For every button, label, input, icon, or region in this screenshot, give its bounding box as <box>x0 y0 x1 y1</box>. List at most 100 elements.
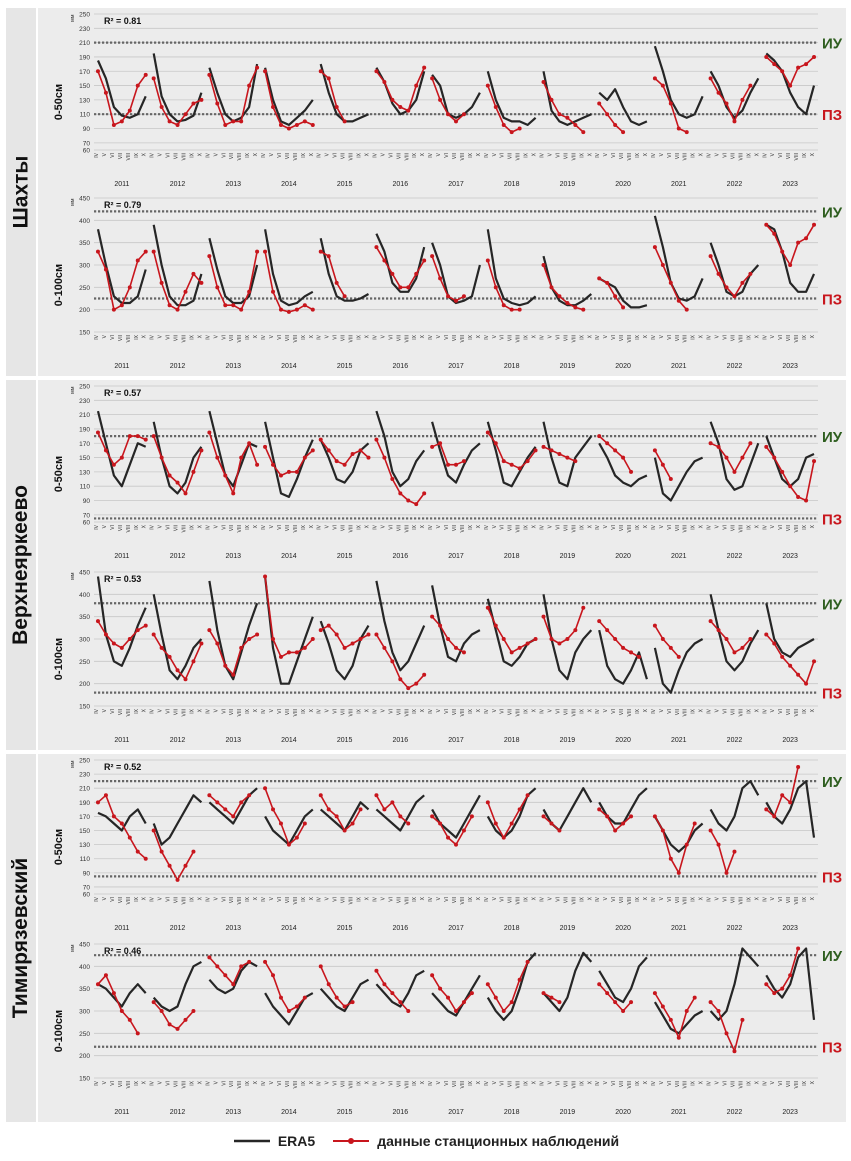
year-tick-label: 2015 <box>337 925 353 932</box>
month-tick-label: V <box>213 334 219 338</box>
month-tick-label: V <box>102 524 108 528</box>
month-tick-label: VIII <box>404 153 410 161</box>
obs-series-line <box>542 81 584 133</box>
month-tick-label: VIII <box>627 153 633 161</box>
month-tick-label: VIII <box>126 153 132 161</box>
month-tick-label: VI <box>221 1081 227 1086</box>
month-tick-label: IV <box>595 708 601 713</box>
month-tick-label: IX <box>579 524 585 529</box>
obs-series-line <box>375 970 409 1012</box>
y-tick-label: 210 <box>79 412 90 419</box>
obs-series-line <box>765 56 815 87</box>
month-tick-label: IX <box>691 334 697 339</box>
y-tick-label: 60 <box>83 148 91 155</box>
y-tick-label: 170 <box>79 69 90 76</box>
year-tick-label: 2021 <box>671 181 687 188</box>
month-tick-label: VI <box>388 1081 394 1086</box>
month-tick-label: IV <box>707 152 713 157</box>
obs-series-line <box>264 446 314 477</box>
month-tick-label: IV <box>150 152 156 157</box>
month-tick-label: X <box>476 1080 482 1084</box>
y-tick-label: 130 <box>79 97 90 104</box>
month-tick-label: VII <box>619 525 625 531</box>
month-tick-label: IX <box>691 524 697 529</box>
year-tick-label: 2020 <box>615 181 631 188</box>
month-tick-label: V <box>380 152 386 156</box>
month-tick-label: X <box>364 1080 370 1084</box>
month-tick-label: IV <box>707 708 713 713</box>
month-tick-label: V <box>380 708 386 712</box>
month-tick-label: VI <box>277 335 283 340</box>
month-tick-label: VIII <box>794 709 800 717</box>
month-tick-label: VIII <box>237 1081 243 1089</box>
month-tick-label: X <box>197 334 203 338</box>
year-tick-label: 2019 <box>560 181 576 188</box>
month-tick-label: IX <box>468 524 474 529</box>
month-tick-label: VI <box>444 335 450 340</box>
month-tick-label: VIII <box>683 525 689 533</box>
month-tick-label: V <box>547 524 553 528</box>
month-tick-label: IX <box>635 152 641 157</box>
month-tick-label: V <box>603 708 609 712</box>
month-tick-label: VII <box>285 335 291 341</box>
month-tick-label: X <box>142 152 148 156</box>
month-tick-label: VII <box>285 1081 291 1087</box>
year-tick-label: 2021 <box>671 553 687 560</box>
era5-series-line <box>431 74 481 119</box>
era5-series-line <box>375 794 425 832</box>
month-tick-label: IX <box>802 152 808 157</box>
year-tick-label: 2021 <box>671 363 687 370</box>
month-tick-label: IX <box>189 152 195 157</box>
era5-series-line <box>431 242 481 305</box>
year-tick-label: 2020 <box>615 925 631 932</box>
year-tick-label: 2019 <box>560 737 576 744</box>
month-tick-label: IX <box>134 708 140 713</box>
year-tick-label: 2014 <box>281 737 297 744</box>
month-tick-label: X <box>643 334 649 338</box>
y-tick-label: 70 <box>83 884 91 891</box>
year-tick-label: 2019 <box>560 925 576 932</box>
month-tick-label: VII <box>452 1081 458 1087</box>
month-tick-label: VIII <box>349 335 355 343</box>
month-tick-label: IX <box>357 896 363 901</box>
month-tick-label: IV <box>372 708 378 713</box>
year-tick-label: 2012 <box>170 363 186 370</box>
month-tick-label: IV <box>428 524 434 529</box>
y-tick-label: 300 <box>79 637 90 644</box>
obs-series-line <box>264 71 314 130</box>
month-tick-label: VII <box>396 335 402 341</box>
month-tick-label: VII <box>508 153 514 159</box>
month-tick-label: X <box>142 896 148 900</box>
month-tick-label: VI <box>611 897 617 902</box>
obs-series-line <box>543 446 576 462</box>
month-tick-label: IV <box>317 708 323 713</box>
month-tick-label: V <box>770 152 776 156</box>
year-tick-label: 2023 <box>782 553 798 560</box>
month-tick-label: V <box>603 334 609 338</box>
month-tick-label: IV <box>762 152 768 157</box>
era5-series-line <box>96 60 147 119</box>
month-tick-label: VIII <box>404 1081 410 1089</box>
obs-series-line <box>264 251 314 313</box>
legend-item-era5: ERA5 <box>232 1133 315 1149</box>
month-tick-label: IV <box>150 1080 156 1085</box>
obs-series-line <box>710 442 752 473</box>
era5-series-line <box>375 969 425 1008</box>
month-tick-label: X <box>810 708 816 712</box>
month-tick-label: X <box>754 334 760 338</box>
unit-label: мм <box>70 386 76 394</box>
month-tick-label: V <box>325 524 331 528</box>
month-tick-label: IV <box>150 708 156 713</box>
y-tick-label: 350 <box>79 986 90 993</box>
month-tick-label: X <box>587 334 593 338</box>
month-tick-label: VII <box>285 525 291 531</box>
month-tick-label: X <box>810 152 816 156</box>
reference-label: ПЗ <box>822 511 842 528</box>
month-tick-label: VIII <box>738 1081 744 1089</box>
month-tick-label: IV <box>540 524 546 529</box>
month-tick-label: VII <box>675 525 681 531</box>
month-tick-label: VII <box>229 1081 235 1087</box>
month-tick-label: VIII <box>126 525 132 533</box>
month-tick-label: VIII <box>738 153 744 161</box>
